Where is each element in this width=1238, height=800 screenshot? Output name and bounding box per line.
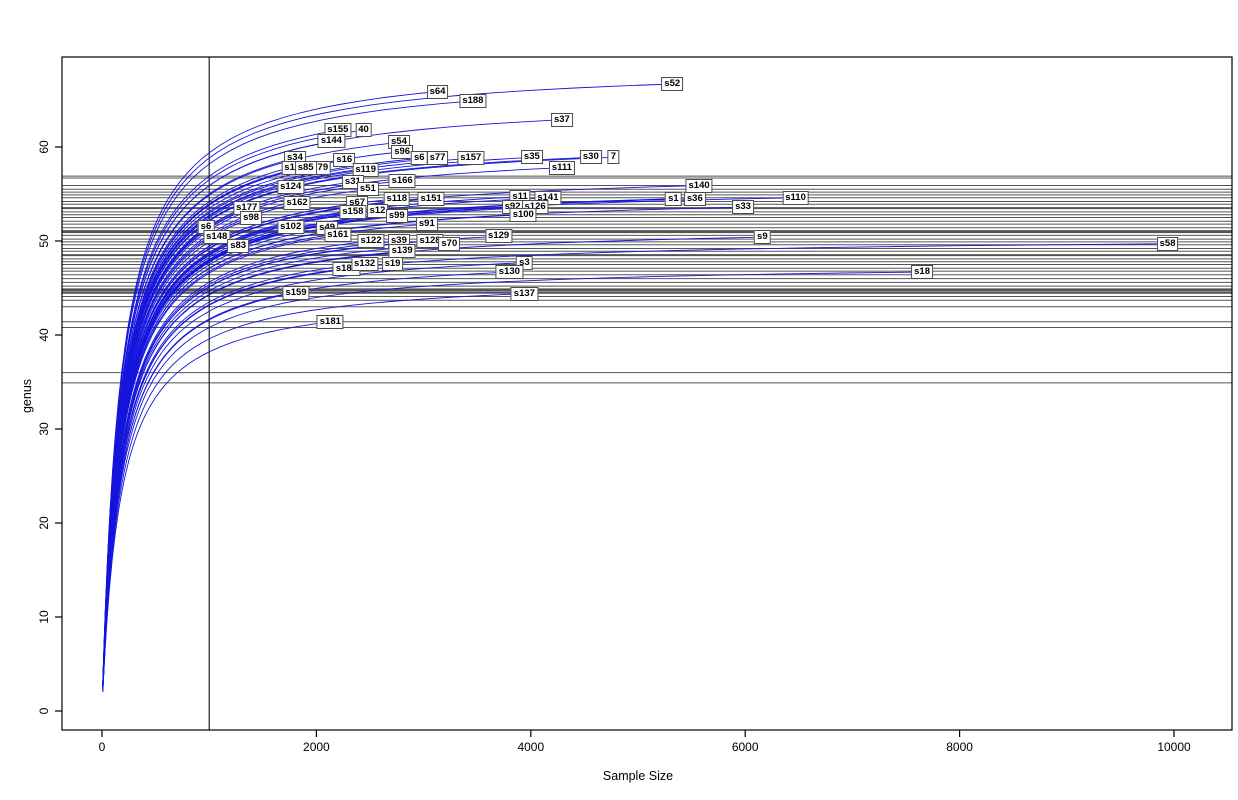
sample-label: 40 (355, 123, 372, 138)
sample-label: s99 (385, 208, 408, 223)
sample-label: s64 (426, 84, 449, 99)
x-tick-label: 10000 (1157, 740, 1191, 754)
rarefaction-curve (102, 321, 331, 693)
rarefaction-curve (102, 226, 291, 688)
x-tick-label: 4000 (517, 740, 545, 754)
sample-label: s85 (294, 160, 317, 175)
sample-label: s137 (510, 286, 538, 301)
sample-label: s19 (381, 256, 404, 271)
sample-label: s181 (316, 314, 344, 329)
sample-label: s159 (282, 285, 310, 300)
sample-label: s96 (391, 144, 414, 159)
x-tick-label: 0 (98, 740, 106, 754)
sample-label: s140 (685, 178, 713, 193)
x-tick-label: 6000 (731, 740, 759, 754)
rarefaction-curve (102, 250, 403, 690)
rarefaction-curve (102, 156, 532, 686)
sample-label: s70 (438, 236, 461, 251)
y-tick-label: 20 (37, 516, 51, 530)
sample-label: s37 (550, 112, 573, 127)
sample-label: s118 (383, 191, 411, 206)
rarefaction-curve (102, 236, 763, 690)
sample-label: s16 (333, 153, 356, 168)
y-tick-label: 10 (37, 610, 51, 624)
sample-label: s148 (203, 230, 231, 245)
sample-label: s144 (317, 134, 345, 149)
sample-label: s102 (277, 219, 305, 234)
sample-label: s119 (352, 162, 380, 177)
sample-label: 79 (314, 160, 332, 175)
y-tick-label: 60 (37, 140, 51, 154)
sample-label: s124 (277, 180, 305, 195)
sample-label: s30 (579, 150, 602, 165)
sample-label: s162 (283, 196, 311, 211)
sample-label: s98 (240, 211, 262, 226)
sample-label: s77 (426, 151, 449, 166)
rarefaction-curve (102, 243, 1168, 690)
sample-label: s129 (485, 229, 513, 244)
sample-label: s158 (339, 204, 367, 219)
sample-label: s122 (357, 234, 385, 248)
sample-label: s110 (782, 190, 809, 205)
sample-label: s36 (683, 191, 706, 206)
sample-label: s166 (388, 173, 416, 188)
x-axis-title: Sample Size (602, 769, 674, 783)
sample-label: s83 (227, 238, 250, 253)
plot-box (61, 56, 1233, 731)
rarefaction-curve (102, 211, 353, 687)
sample-label: s161 (324, 228, 352, 243)
sample-label: 7 (607, 150, 619, 165)
sample-label: s91 (415, 217, 438, 232)
rarefaction-curve (102, 243, 450, 689)
y-tick-label: 0 (37, 707, 51, 715)
rarefaction-curve (102, 271, 923, 691)
rarefaction-curve (102, 181, 353, 686)
sample-label: s51 (356, 182, 379, 197)
sample-label: s1 (665, 191, 682, 206)
sample-label: s100 (509, 207, 537, 222)
x-tick-label: 8000 (946, 740, 973, 754)
sample-label: s52 (661, 77, 684, 92)
sample-label: s33 (732, 200, 754, 215)
sample-label: s132 (351, 256, 379, 271)
sample-label: s151 (417, 191, 445, 206)
y-axis-title: genus (20, 378, 34, 414)
sample-label: s111 (548, 160, 575, 175)
sample-label: s58 (1156, 236, 1179, 251)
rarefaction-curve (102, 202, 298, 687)
sample-label: s130 (495, 265, 523, 280)
y-tick-label: 40 (37, 328, 51, 342)
x-tick-label: 2000 (303, 740, 330, 754)
y-tick-label: 50 (37, 234, 51, 248)
sample-label: s6 (411, 151, 428, 166)
y-tick-label: 30 (37, 422, 51, 436)
sample-label: s9 (754, 230, 771, 245)
sample-label: s188 (459, 93, 487, 108)
sample-label: s35 (520, 150, 543, 165)
rarefaction-curve (102, 262, 525, 690)
sample-label: s157 (457, 151, 485, 166)
sample-label: s18 (911, 265, 934, 280)
